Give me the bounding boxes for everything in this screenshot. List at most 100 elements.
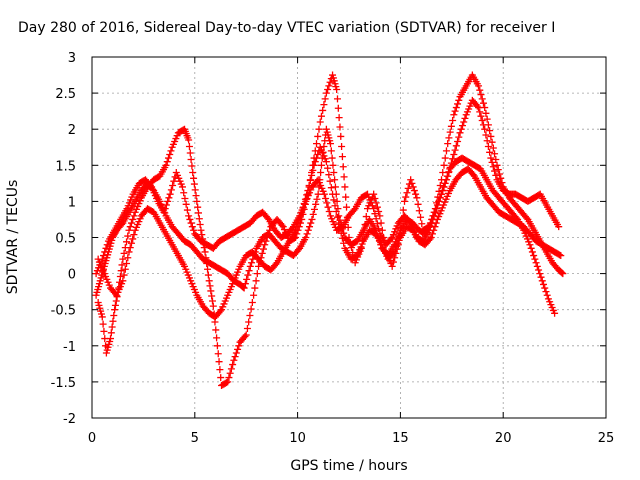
data-point: [295, 215, 303, 223]
data-point: [476, 86, 484, 94]
data-point: [299, 204, 307, 212]
data-point: [234, 345, 242, 353]
data-point: [243, 275, 251, 283]
data-point: [454, 100, 462, 108]
x-tick-label: 25: [598, 431, 615, 446]
data-point: [430, 226, 438, 234]
data-point: [160, 208, 168, 216]
data-point: [194, 203, 202, 211]
data-point: [119, 255, 127, 263]
data-point: [110, 311, 118, 319]
data-point: [378, 226, 386, 234]
data-point: [313, 140, 321, 148]
data-point: [190, 226, 198, 234]
data-point: [121, 265, 129, 273]
data-point: [336, 224, 344, 232]
data-point: [337, 132, 345, 140]
data-point: [329, 161, 337, 169]
data-point: [109, 317, 117, 325]
data-point: [308, 171, 316, 179]
data-point: [212, 326, 220, 334]
data-point: [225, 374, 233, 382]
data-point: [375, 225, 383, 233]
data-point: [305, 182, 313, 190]
data-point: [319, 106, 327, 114]
data-point: [452, 104, 460, 112]
data-point: [222, 379, 230, 387]
data-point: [495, 170, 503, 178]
data-point: [246, 262, 254, 270]
data-point: [492, 171, 500, 179]
data-point: [331, 176, 339, 184]
data-points: [92, 71, 567, 390]
data-point: [252, 277, 260, 285]
data-point: [493, 161, 501, 169]
data-point: [417, 213, 425, 221]
data-point: [321, 95, 329, 103]
data-point: [116, 272, 124, 280]
data-point: [370, 205, 378, 213]
data-point: [317, 112, 325, 120]
data-point: [492, 156, 500, 164]
data-point: [488, 138, 496, 146]
data-point: [232, 349, 240, 357]
data-point: [441, 154, 449, 162]
data-point: [476, 108, 484, 116]
data-point: [342, 193, 350, 201]
data-point: [303, 191, 311, 199]
data-point: [314, 132, 322, 140]
data-point: [127, 219, 135, 227]
data-point: [320, 143, 328, 151]
data-point: [482, 131, 490, 139]
data-point: [343, 203, 351, 211]
x-tick-label: 15: [392, 431, 409, 446]
data-point: [389, 249, 397, 257]
data-point: [322, 89, 330, 97]
data-point: [538, 277, 546, 285]
data-point: [241, 280, 249, 288]
data-point: [427, 234, 435, 241]
data-point: [372, 215, 380, 223]
data-point: [103, 241, 111, 249]
data-point: [308, 215, 316, 223]
data-point: [457, 125, 465, 133]
data-point: [362, 213, 370, 221]
data-point: [477, 112, 485, 120]
data-point: [322, 158, 330, 166]
data-point: [294, 219, 302, 227]
y-tick-label: 2.5: [55, 87, 76, 102]
data-point: [449, 155, 457, 163]
data-point: [101, 248, 109, 256]
data-point: [494, 166, 502, 174]
data-point: [491, 167, 499, 175]
data-point: [242, 331, 250, 339]
data-point: [542, 288, 550, 296]
data-point: [482, 109, 490, 117]
data-point: [323, 199, 331, 207]
data-point: [166, 150, 174, 158]
data-point: [303, 230, 311, 238]
data-point: [239, 283, 247, 291]
x-tick-label: 20: [495, 431, 512, 446]
data-point: [530, 252, 538, 260]
series-1: [92, 125, 559, 317]
y-tick-label: -1: [63, 340, 76, 355]
data-point: [444, 140, 452, 148]
data-point: [203, 259, 211, 267]
data-point: [304, 187, 312, 195]
data-point: [326, 177, 334, 185]
data-point: [296, 212, 304, 220]
data-point: [535, 266, 543, 274]
data-point: [533, 262, 541, 270]
data-point: [162, 161, 170, 169]
data-point: [107, 335, 115, 343]
data-point: [450, 150, 458, 158]
data-point: [205, 277, 213, 285]
data-point: [438, 190, 446, 198]
data-point: [316, 118, 324, 126]
data-point: [191, 186, 199, 194]
data-point: [556, 251, 564, 259]
y-tick-label: 3: [68, 51, 76, 66]
data-point: [469, 171, 477, 179]
data-point: [412, 190, 420, 198]
